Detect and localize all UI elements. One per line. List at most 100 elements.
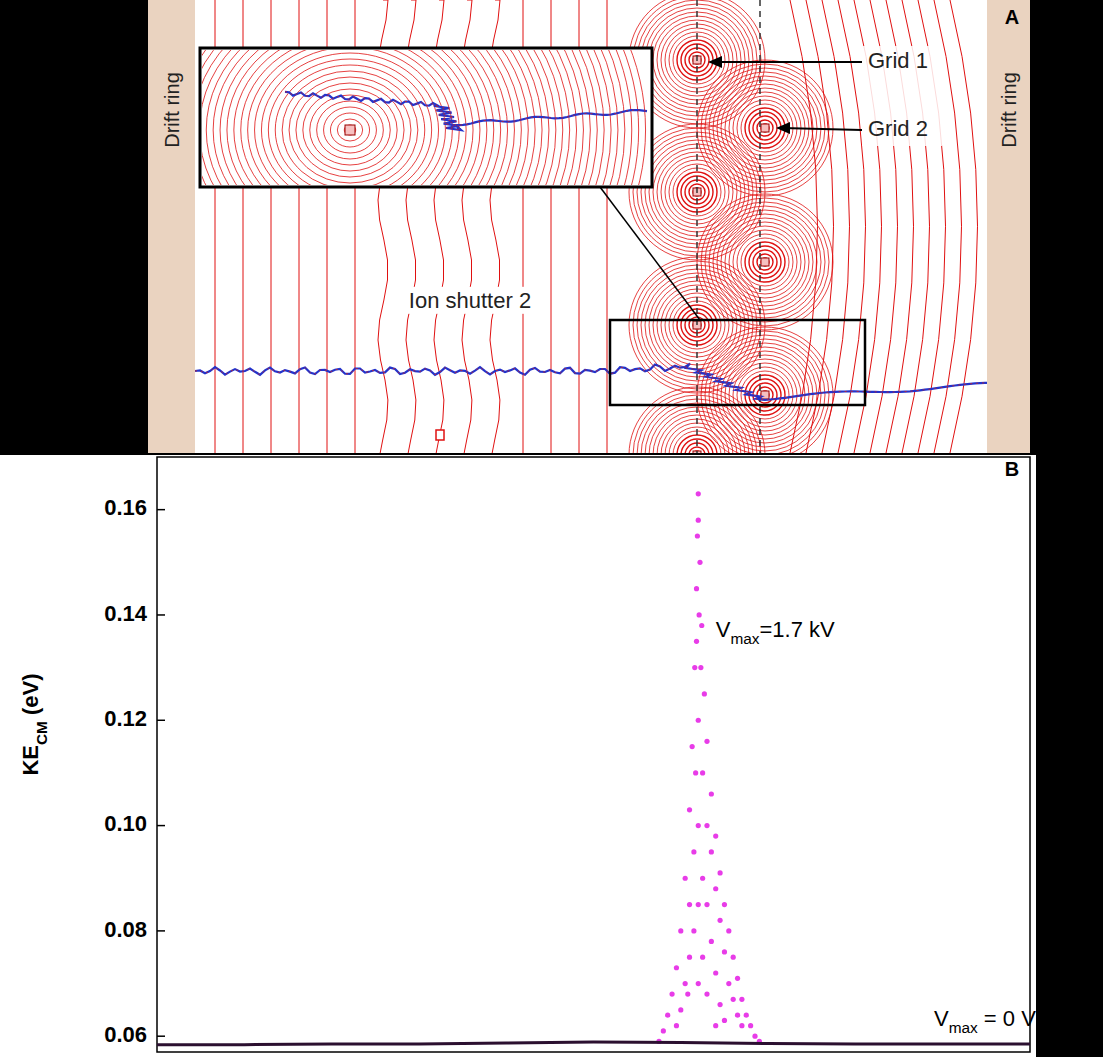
point [665,1013,670,1018]
y-tick [157,614,165,616]
point [697,612,702,617]
field-line [822,0,850,453]
inset-contour [202,50,646,185]
point [699,623,704,628]
point [731,997,736,1002]
zoom-connector [600,187,700,320]
ion-trajectory [285,92,647,130]
inset-contour [289,77,411,183]
annotation-part: V [934,1006,949,1031]
annotation: Vmax = 0 V [934,1006,1036,1036]
contour [729,226,801,298]
point [697,560,702,565]
point [700,770,705,775]
inset-contour [310,95,391,165]
contour [733,230,797,294]
inset [202,50,647,185]
panel-b-bg [0,455,1036,1057]
inset-contour [202,50,556,185]
series-line [157,1042,1030,1045]
point [739,1023,744,1028]
field-line [790,0,818,453]
arrow-head [708,56,722,68]
inset-contour [241,50,460,185]
y-axis-title-part: (eV) [18,673,43,721]
point [704,902,709,907]
point [704,991,709,996]
point [722,902,727,907]
ion-trajectory-overlay [285,92,647,130]
point [683,876,688,881]
inset-contour [248,50,453,185]
contour [713,210,817,314]
inset-contour [202,50,501,185]
contour [697,194,833,330]
annotation: Vmax=1.7 kV [716,617,835,647]
annotation-part: = 0 V [978,1006,1036,1031]
contour [737,234,793,290]
label-patch [862,46,942,146]
inset-contour [275,65,425,185]
grid-1-label: Grid 1 [868,48,928,73]
panel-label: B [1005,458,1019,480]
inset-contour [324,107,377,153]
point [731,955,736,960]
point [674,1023,679,1028]
inset-contour [202,50,639,185]
y-tick [157,825,165,827]
point [693,770,698,775]
contour [753,250,777,274]
grid-plane [759,0,761,453]
point [709,791,714,796]
contour [761,124,769,132]
point [687,955,692,960]
y-tick [157,509,165,511]
contour [737,100,793,156]
point [713,970,718,975]
field-line [838,0,866,453]
grid-wire [761,391,769,399]
contour [729,359,801,431]
point [674,965,679,970]
ion-trajectory-overlay [195,364,1030,400]
point [691,849,696,854]
arrow [782,128,862,130]
annotation-part: V [716,617,731,642]
annotation-part: =1.7 kV [759,617,835,642]
point [683,981,688,986]
inset-contour [317,101,384,159]
field-line [806,0,834,453]
point [700,876,705,881]
y-tick-label: 0.06 [104,1022,147,1047]
contour [741,238,789,286]
label-patch [406,287,534,314]
ion-shutter-label: Ion shutter 2 [409,288,531,313]
inset-contour [268,59,431,185]
point [726,928,731,933]
point [735,1013,740,1018]
drift-ring [148,0,195,453]
inset-bg [200,48,652,187]
inset-contour [255,50,446,185]
point [713,1023,718,1028]
point [696,718,701,723]
point [685,991,690,996]
point [717,1002,722,1007]
contour [761,258,769,266]
inset-contour [282,71,418,185]
y-tick [157,930,165,932]
contour [733,96,797,160]
point [687,902,692,907]
contour [709,206,821,318]
y-tick-label: 0.08 [104,917,147,942]
y-tick [157,720,165,722]
point [694,639,699,644]
inset-contour [202,50,542,185]
data [157,491,1030,1044]
point [739,997,744,1002]
point [702,691,707,696]
point [696,981,701,986]
inset-contour [202,50,528,185]
contour [761,391,769,399]
inset-contour [202,50,535,185]
